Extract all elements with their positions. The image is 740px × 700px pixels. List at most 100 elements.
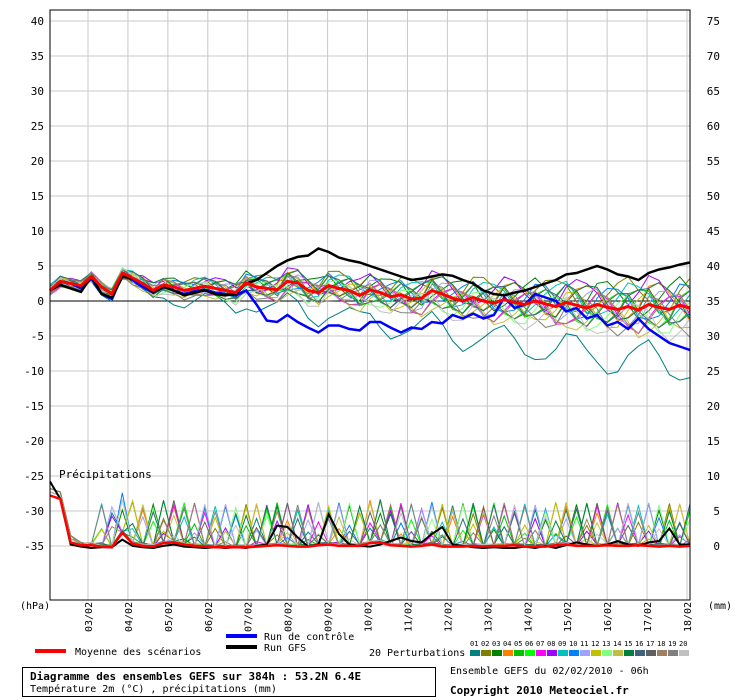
right-tick-label: 10: [707, 470, 720, 483]
x-tick-label: 18/02: [683, 602, 694, 632]
x-tick-label: 17/02: [643, 602, 654, 632]
left-axis-unit: (hPa): [20, 601, 50, 612]
right-tick-label: 0: [713, 540, 720, 553]
pert-legend-number: 19: [668, 640, 676, 648]
legend-perturbations-label: 20 Perturbations: [369, 648, 465, 659]
legend-gfs-label: Run GFS: [264, 643, 306, 654]
left-tick-label: -35: [24, 540, 44, 553]
left-tick-label: -20: [24, 435, 44, 448]
x-tick-label: 09/02: [324, 602, 335, 632]
pert-legend-number: 20: [679, 640, 687, 648]
pert-legend-swatch: [503, 650, 513, 656]
pert-legend-swatch: [679, 650, 689, 656]
left-tick-label: 15: [31, 190, 44, 203]
right-tick-label: 75: [707, 15, 720, 28]
plot-frame: [49, 9, 691, 601]
pert-legend-number: 11: [580, 640, 588, 648]
title-box: Diagramme des ensembles GEFS sur 384h : …: [22, 667, 436, 697]
pert-legend-number: 01: [470, 640, 478, 648]
perturbation-13-temp-line: [49, 266, 691, 334]
left-tick-label: -5: [31, 330, 44, 343]
pert-legend-swatch: [569, 650, 579, 656]
pert-legend-number: 04: [503, 640, 511, 648]
pert-legend-swatch: [646, 650, 656, 656]
left-tick-label: 35: [31, 50, 44, 63]
pert-legend-number: 14: [613, 640, 621, 648]
pert-legend-number: 06: [525, 640, 533, 648]
x-tick-label: 16/02: [603, 602, 614, 632]
perturbation-01-temp-line: [49, 276, 691, 381]
perturbation-15-temp-line: [49, 269, 691, 321]
x-tick-label: 03/02: [84, 602, 95, 632]
right-tick-label: 35: [707, 295, 720, 308]
left-tick-label: -10: [24, 365, 44, 378]
chart-title: Diagramme des ensembles GEFS sur 384h : …: [30, 670, 362, 683]
copyright: Copyright 2010 Meteociel.fr: [450, 684, 629, 697]
precip-label: Précipitations: [59, 468, 152, 481]
series-2-temp-line: [49, 247, 691, 300]
right-tick-label: 40: [707, 260, 720, 273]
pert-legend-swatch: [657, 650, 667, 656]
perturbation-20-temp-line: [49, 268, 691, 343]
pert-legend-swatch: [536, 650, 546, 656]
pert-legend-swatch: [492, 650, 502, 656]
series-0-temp-line: [49, 271, 691, 312]
x-tick-label: 15/02: [563, 602, 574, 632]
left-tick-label: 25: [31, 120, 44, 133]
right-tick-label: 30: [707, 330, 720, 343]
pert-legend-swatch: [580, 650, 590, 656]
pert-legend-number: 10: [569, 640, 577, 648]
x-tick-label: 06/02: [204, 602, 215, 632]
x-tick-label: 11/02: [403, 602, 414, 632]
run-info: Ensemble GEFS du 02/02/2010 - 06h: [450, 666, 649, 677]
left-tick-label: -15: [24, 400, 44, 413]
x-axis-ticks: 03/02 04/02 05/02 06/02 07/02 08/02 09/02 10/02…: [84, 602, 694, 632]
pert-legend-swatch: [558, 650, 568, 656]
left-tick-label: 40: [31, 15, 44, 28]
left-tick-label: 5: [37, 260, 44, 273]
right-tick-label: 5: [713, 505, 720, 518]
pert-legend-number: 05: [514, 640, 522, 648]
pert-legend-number: 13: [602, 640, 610, 648]
pert-legend-swatch: [613, 650, 623, 656]
legend-mean-label: Moyenne des scénarios: [75, 646, 201, 658]
x-tick-label: 13/02: [483, 602, 494, 632]
pert-legend-number: 08: [547, 640, 555, 648]
pert-legend-number: 07: [536, 640, 544, 648]
chart-subtitle: Température 2m (°C) , précipitations (mm…: [30, 684, 277, 695]
pert-legend-swatch: [624, 650, 634, 656]
left-axis-ticks: 40 35 30 25 20 15 10 5 0 -5 -10 -15 -20 -25 -30 -35: [24, 15, 44, 553]
main-series-lines: [49, 247, 691, 550]
right-tick-label: 15: [707, 435, 720, 448]
perturbation-08-temp-line: [49, 267, 691, 318]
pert-legend-number: 17: [646, 640, 654, 648]
perturbation-19-temp-line: [49, 274, 691, 338]
x-tick-label: 14/02: [523, 602, 534, 632]
x-tick-label: 08/02: [284, 602, 295, 632]
left-tick-label: -25: [24, 470, 44, 483]
pert-legend-number: 12: [591, 640, 599, 648]
right-tick-label: 25: [707, 365, 720, 378]
perturbation-18-precip-line: [49, 488, 691, 548]
pert-legend-number: 03: [492, 640, 500, 648]
x-tick-label: 10/02: [364, 602, 375, 632]
pert-legend-number: 09: [558, 640, 566, 648]
x-tick-label: 05/02: [164, 602, 175, 632]
perturbation-11-temp-line: [49, 270, 691, 326]
perturbation-legend: 01 02 03 04 05 06 07 08 09 10 11 12 13 14 15 16 17 18 19 20: [470, 640, 689, 656]
pert-legend-swatch: [547, 650, 557, 656]
precip-1-line: [49, 494, 691, 549]
left-tick-label: 0: [37, 295, 44, 308]
pert-legend-swatch: [635, 650, 645, 656]
right-tick-label: 70: [707, 50, 720, 63]
pert-legend-swatch: [514, 650, 524, 656]
precip-0-line: [49, 480, 690, 550]
left-tick-label: 30: [31, 85, 44, 98]
right-tick-label: 45: [707, 225, 720, 238]
pert-legend-swatch: [668, 650, 678, 656]
pert-legend-number: 18: [657, 640, 665, 648]
right-tick-label: 20: [707, 400, 720, 413]
pert-legend-swatch: [470, 650, 480, 656]
